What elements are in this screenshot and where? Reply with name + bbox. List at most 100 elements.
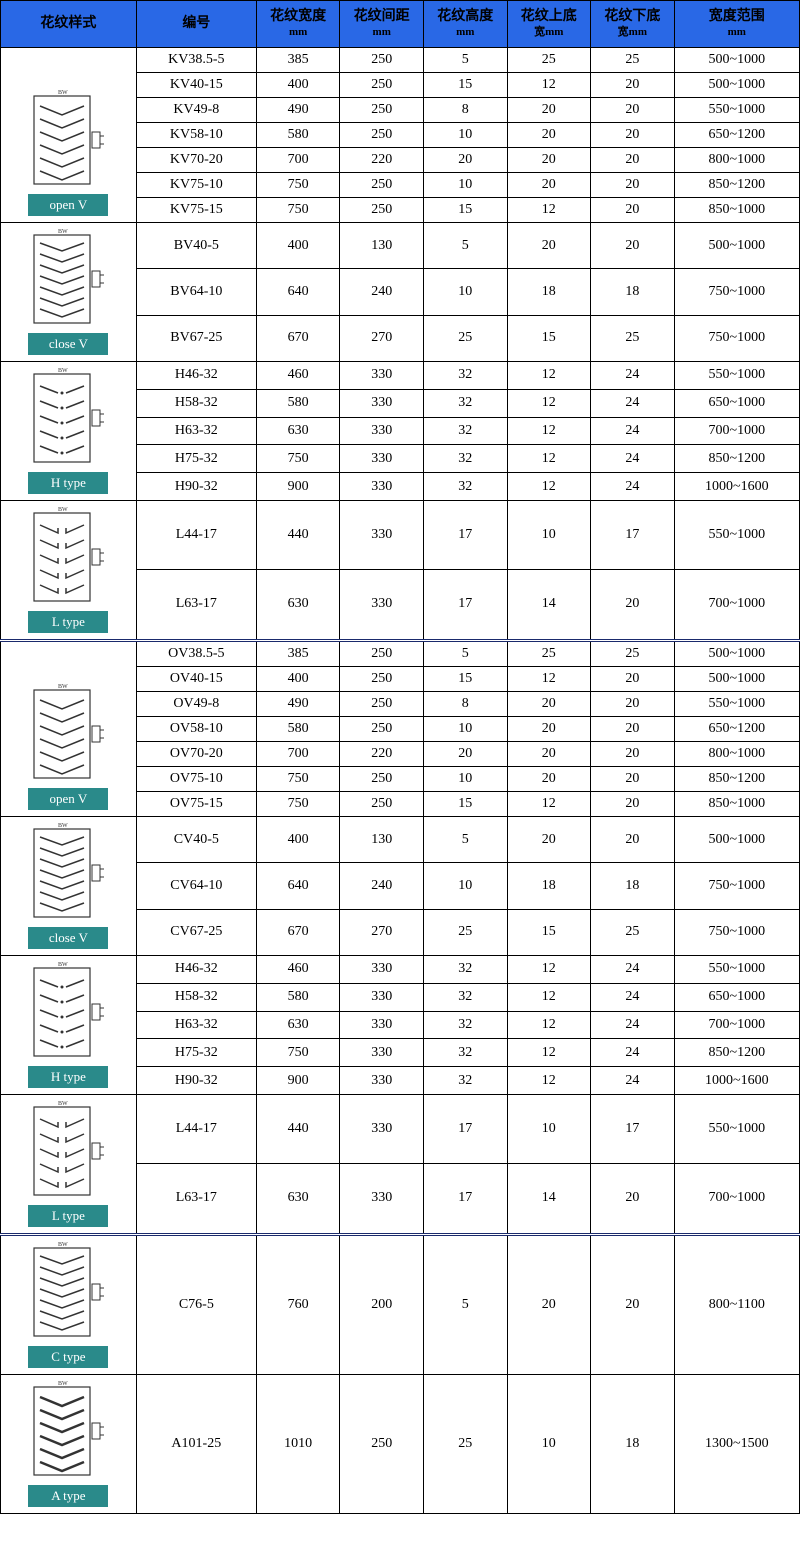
value-cell: 24 — [591, 1039, 675, 1067]
range-cell: 750~1000 — [674, 863, 799, 909]
value-cell: 250 — [340, 97, 424, 122]
value-cell: 24 — [591, 983, 675, 1011]
table-row: BWopen VKV38.5-538525052525500~1000 — [1, 47, 800, 72]
value-cell: 400 — [256, 666, 340, 691]
value-cell: 330 — [340, 569, 424, 640]
value-cell: 330 — [340, 473, 424, 501]
code-cell: KV49-8 — [136, 97, 256, 122]
code-cell: BV40-5 — [136, 222, 256, 268]
value-cell: 630 — [256, 417, 340, 445]
range-cell: 750~1000 — [674, 909, 799, 955]
table-header: 花纹样式编号花纹宽度mm花纹间距mm花纹高度mm花纹上底宽mm花纹下底宽mm宽度… — [1, 1, 800, 48]
range-cell: 500~1000 — [674, 640, 799, 666]
value-cell: 10 — [423, 863, 507, 909]
pattern-diagram-icon: BW — [23, 823, 113, 923]
value-cell: 25 — [507, 47, 591, 72]
value-cell: 580 — [256, 716, 340, 741]
value-cell: 20 — [591, 222, 675, 268]
pattern-label: H type — [28, 472, 108, 494]
value-cell: 15 — [507, 909, 591, 955]
value-cell: 25 — [591, 47, 675, 72]
value-cell: 12 — [507, 666, 591, 691]
col-header-bw: 花纹下底宽mm — [591, 1, 675, 48]
value-cell: 330 — [340, 1094, 424, 1163]
table-row: BWopen VOV38.5-538525052525500~1000 — [1, 640, 800, 666]
value-cell: 250 — [340, 1374, 424, 1513]
value-cell: 24 — [591, 389, 675, 417]
value-cell: 32 — [423, 955, 507, 983]
value-cell: 32 — [423, 361, 507, 389]
value-cell: 20 — [591, 741, 675, 766]
value-cell: 220 — [340, 147, 424, 172]
pattern-diagram-icon: BW — [23, 1242, 113, 1342]
code-cell: H90-32 — [136, 1067, 256, 1095]
value-cell: 12 — [507, 389, 591, 417]
value-cell: 5 — [423, 816, 507, 862]
value-cell: 24 — [591, 445, 675, 473]
pattern-label: open V — [28, 788, 108, 810]
value-cell: 15 — [423, 197, 507, 222]
value-cell: 130 — [340, 816, 424, 862]
value-cell: 12 — [507, 955, 591, 983]
value-cell: 24 — [591, 473, 675, 501]
value-cell: 20 — [591, 1234, 675, 1374]
range-cell: 550~1000 — [674, 361, 799, 389]
value-cell: 330 — [340, 1039, 424, 1067]
spec-table: 花纹样式编号花纹宽度mm花纹间距mm花纹高度mm花纹上底宽mm花纹下底宽mm宽度… — [0, 0, 800, 1514]
value-cell: 640 — [256, 269, 340, 315]
value-cell: 250 — [340, 666, 424, 691]
value-cell: 32 — [423, 1011, 507, 1039]
group-0: BWopen VKV38.5-538525052525500~1000KV40-… — [1, 47, 800, 222]
table-row: BWH typeH46-32460330321224550~1000 — [1, 955, 800, 983]
value-cell: 750 — [256, 791, 340, 816]
svg-text:BW: BW — [58, 229, 68, 235]
value-cell: 20 — [507, 1234, 591, 1374]
range-cell: 1300~1500 — [674, 1374, 799, 1513]
value-cell: 32 — [423, 983, 507, 1011]
value-cell: 15 — [423, 72, 507, 97]
value-cell: 1010 — [256, 1374, 340, 1513]
code-cell: H58-32 — [136, 389, 256, 417]
value-cell: 18 — [507, 269, 591, 315]
value-cell: 20 — [591, 791, 675, 816]
value-cell: 20 — [507, 222, 591, 268]
value-cell: 250 — [340, 72, 424, 97]
code-cell: OV75-15 — [136, 791, 256, 816]
value-cell: 440 — [256, 1094, 340, 1163]
pattern-label: L type — [28, 1205, 108, 1227]
value-cell: 20 — [591, 816, 675, 862]
value-cell: 20 — [591, 197, 675, 222]
value-cell: 250 — [340, 791, 424, 816]
range-cell: 650~1000 — [674, 389, 799, 417]
value-cell: 18 — [591, 863, 675, 909]
range-cell: 800~1100 — [674, 1234, 799, 1374]
value-cell: 750 — [256, 766, 340, 791]
value-cell: 20 — [591, 691, 675, 716]
range-cell: 1000~1600 — [674, 1067, 799, 1095]
value-cell: 10 — [507, 1094, 591, 1163]
range-cell: 850~1200 — [674, 445, 799, 473]
svg-text:BW: BW — [58, 368, 68, 374]
col-header-code: 编号 — [136, 1, 256, 48]
code-cell: CV40-5 — [136, 816, 256, 862]
value-cell: 12 — [507, 445, 591, 473]
code-cell: H90-32 — [136, 473, 256, 501]
value-cell: 20 — [507, 172, 591, 197]
value-cell: 24 — [591, 1067, 675, 1095]
value-cell: 640 — [256, 863, 340, 909]
range-cell: 550~1000 — [674, 1094, 799, 1163]
range-cell: 500~1000 — [674, 47, 799, 72]
value-cell: 17 — [423, 569, 507, 640]
pattern-diagram-icon: BW — [23, 90, 113, 190]
value-cell: 18 — [591, 269, 675, 315]
value-cell: 250 — [340, 716, 424, 741]
value-cell: 20 — [507, 122, 591, 147]
value-cell: 330 — [340, 1163, 424, 1234]
svg-text:BW: BW — [58, 823, 68, 829]
value-cell: 400 — [256, 816, 340, 862]
value-cell: 270 — [340, 909, 424, 955]
value-cell: 750 — [256, 197, 340, 222]
value-cell: 15 — [423, 666, 507, 691]
value-cell: 32 — [423, 473, 507, 501]
value-cell: 330 — [340, 1067, 424, 1095]
